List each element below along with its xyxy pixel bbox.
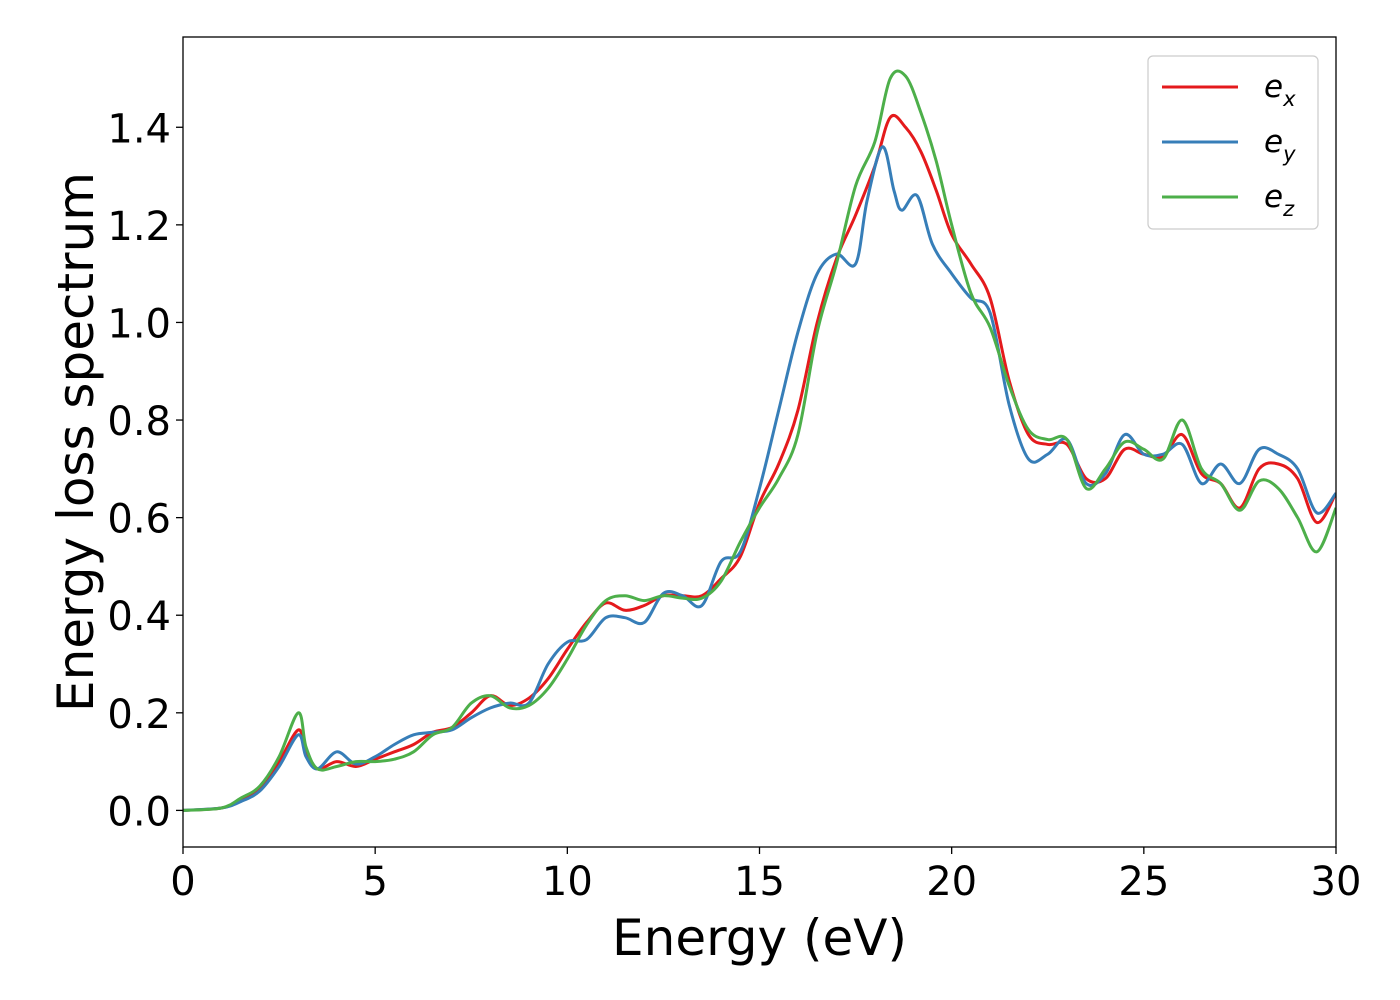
legend-item-e-x: ex <box>1162 69 1296 111</box>
x-tick-label: 25 <box>1118 859 1169 905</box>
series-layer <box>183 69 1336 812</box>
y-tick-label: 1.0 <box>107 301 171 347</box>
legend-label-sub: z <box>1282 197 1295 221</box>
y-tick-label: 1.4 <box>107 106 171 152</box>
legend-item-e-y: ey <box>1162 124 1296 166</box>
series-line-e-z <box>183 69 1336 812</box>
legend-label: ex <box>1264 69 1296 111</box>
y-axis-ticks: 0.0 0.2 0.4 0.6 0.8 1.0 1.2 1.4 <box>107 106 183 835</box>
x-tick-label: 10 <box>542 859 593 905</box>
legend-label-sub: y <box>1282 142 1296 166</box>
series-line-e-y <box>183 145 1336 812</box>
y-axis-title: Energy loss spectrum <box>47 172 105 712</box>
x-axis-ticks: 0 5 10 15 20 25 30 <box>170 847 1361 905</box>
y-tick-label: 0.4 <box>107 594 171 640</box>
legend-label-main: e <box>1264 179 1283 215</box>
legend-item-e-z: ez <box>1162 179 1295 221</box>
x-tick-label: 20 <box>926 859 977 905</box>
legend-label-main: e <box>1264 124 1283 160</box>
legend-label-sub: x <box>1282 87 1296 111</box>
y-tick-label: 0.2 <box>107 692 171 738</box>
y-tick-label: 0.6 <box>107 497 171 543</box>
legend-label-main: e <box>1264 69 1283 105</box>
x-axis-title: Energy (eV) <box>612 909 907 967</box>
legend-label: ez <box>1264 179 1295 221</box>
legend-label: ey <box>1264 124 1296 166</box>
x-tick-label: 30 <box>1311 859 1362 905</box>
x-tick-label: 5 <box>362 859 387 905</box>
x-tick-label: 0 <box>170 859 195 905</box>
y-tick-label: 0.8 <box>107 399 171 445</box>
y-tick-label: 0.0 <box>107 789 171 835</box>
x-tick-label: 15 <box>734 859 785 905</box>
y-tick-label: 1.2 <box>107 204 171 250</box>
